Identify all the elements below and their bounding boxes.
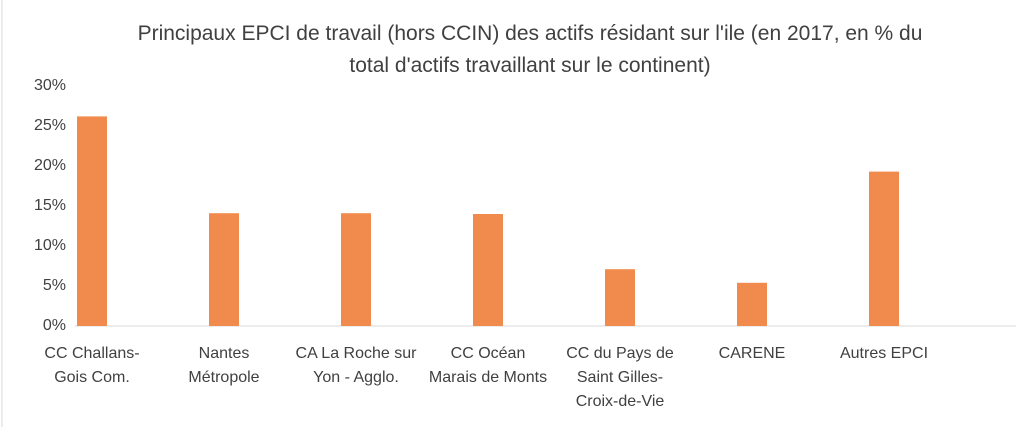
x-tick-label: Autres EPCI	[839, 345, 929, 362]
bar	[341, 213, 371, 326]
y-tick-label: 25%	[34, 117, 66, 134]
y-tick-label: 0%	[43, 317, 66, 334]
y-tick-label: 20%	[34, 157, 66, 174]
x-tick-label: CA La Roche sur Yon - Agglo.	[295, 345, 417, 386]
bar	[473, 214, 503, 326]
y-tick-label: 15%	[34, 197, 66, 214]
x-tick-label: CC Océan Marais de Monts	[428, 345, 548, 386]
x-tick-label: CARENE	[718, 345, 786, 362]
bar	[605, 269, 635, 326]
bar	[737, 282, 767, 326]
x-tick-label: CC du Pays de Saint Gilles-Croix-de-Vie	[566, 345, 674, 410]
bar	[869, 171, 899, 326]
x-tick-label: CC Challans-Gois Com.	[44, 345, 140, 386]
x-tick-label: Nantes Métropole	[188, 345, 260, 386]
y-tick-label: 5%	[43, 277, 66, 294]
bar	[209, 213, 239, 326]
chart-title: Principaux EPCI de travail (hors CCIN) d…	[137, 22, 923, 77]
bar	[77, 116, 107, 327]
y-tick-label: 10%	[34, 237, 66, 254]
y-tick-label: 30%	[34, 77, 66, 94]
